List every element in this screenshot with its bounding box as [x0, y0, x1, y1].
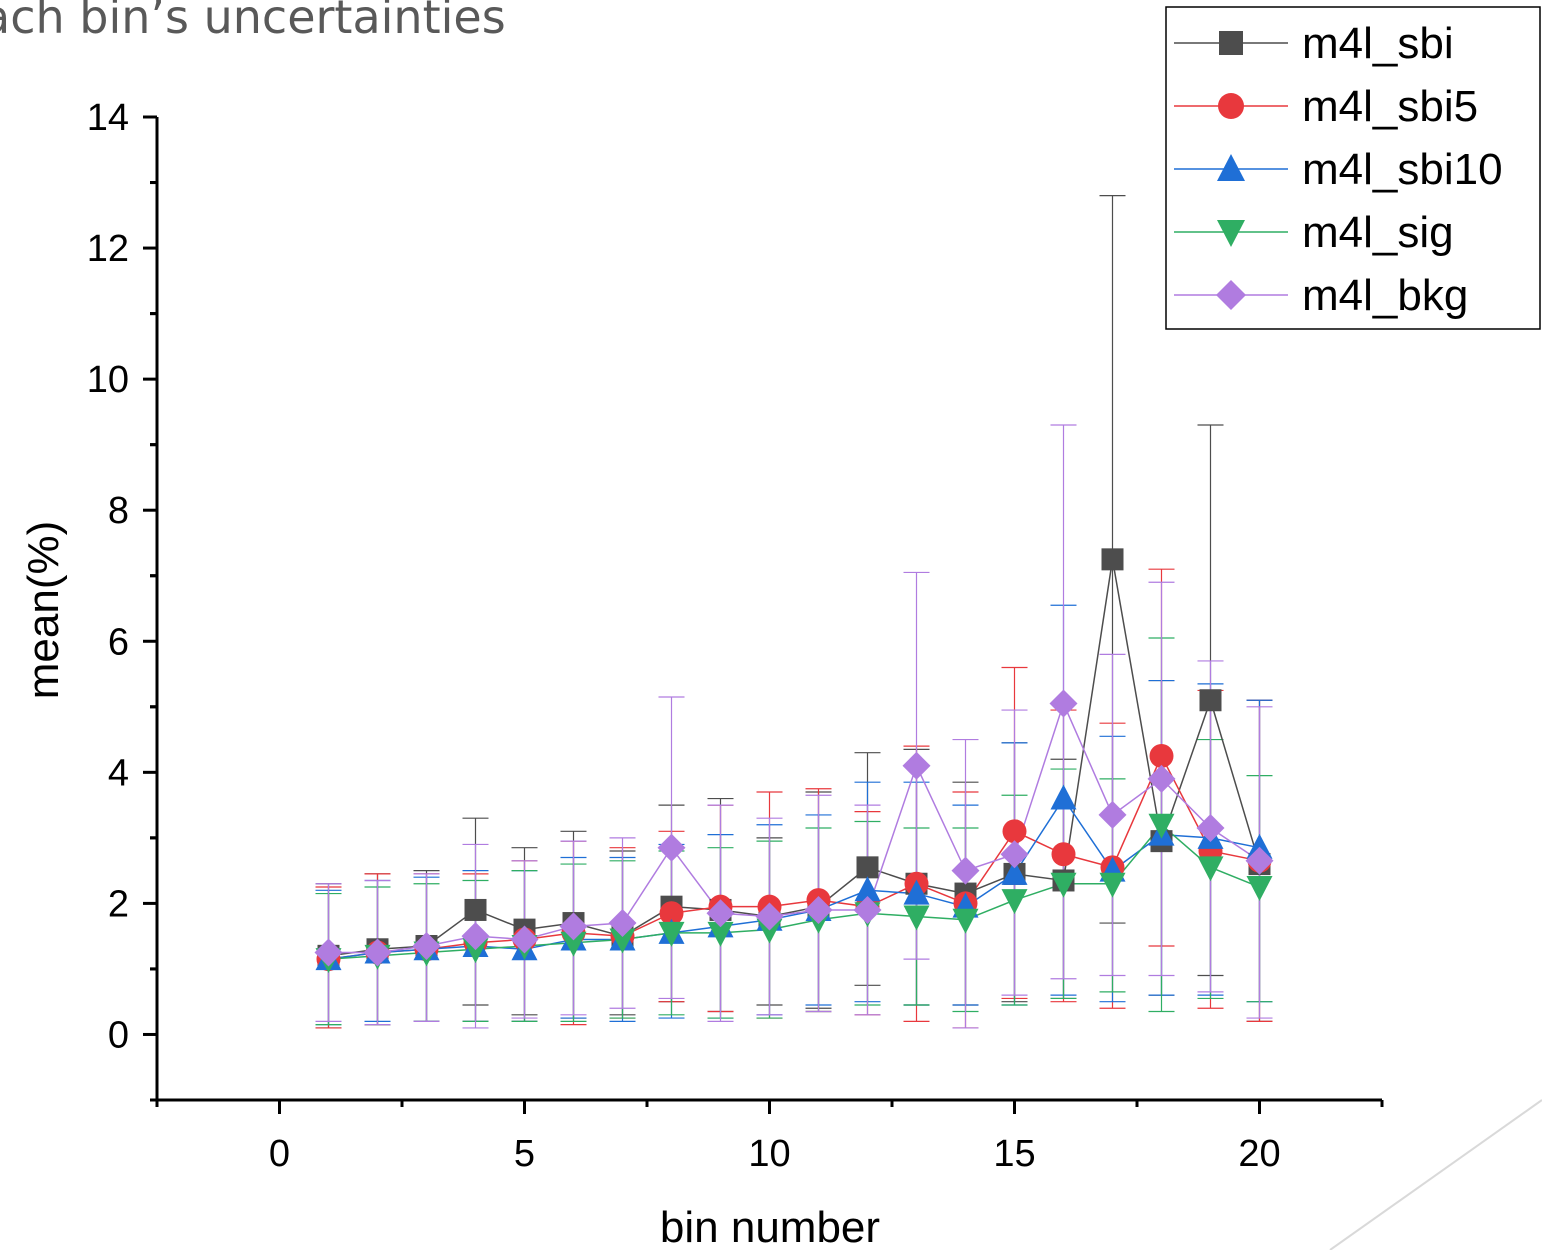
- point-m4l_sbi: [1199, 689, 1222, 712]
- legend-label-m4l_sbi10: m4l_sbi10: [1302, 145, 1503, 194]
- point-m4l_bkg: [1245, 846, 1274, 875]
- point-m4l_sig: [952, 908, 979, 934]
- point-m4l_sbi10: [1246, 833, 1273, 859]
- slide-title: ach bin’s uncertainties: [0, 0, 506, 44]
- point-m4l_sbi5: [1051, 842, 1076, 867]
- point-m4l_bkg: [1196, 814, 1225, 843]
- point-m4l_sig: [903, 905, 930, 931]
- point-m4l_sbi: [1101, 548, 1124, 571]
- point-m4l_bkg: [1147, 764, 1176, 793]
- axes: 0 2 4 6 8 10 12 14 0 5 10 15 20: [87, 97, 1384, 1175]
- x-tick-label: 15: [993, 1133, 1035, 1175]
- point-m4l_bkg: [314, 938, 343, 967]
- y-tick-label: 4: [108, 752, 129, 794]
- point-m4l_bkg: [461, 922, 490, 951]
- point-m4l_sig: [560, 931, 587, 957]
- point-m4l_sig: [658, 921, 685, 947]
- point-m4l_bkg: [706, 899, 735, 928]
- y-tick-label: 10: [87, 359, 129, 401]
- x-axis-title: bin number: [660, 1203, 880, 1250]
- x-tick-label: 5: [514, 1133, 535, 1175]
- point-m4l_sig: [1001, 889, 1028, 915]
- y-tick-label: 2: [108, 883, 129, 925]
- point-m4l_bkg: [755, 902, 784, 931]
- legend-marker-m4l_sbi5: [1218, 93, 1244, 119]
- point-m4l_bkg: [657, 833, 686, 862]
- point-m4l_sbi10: [854, 876, 881, 902]
- series-line-m4l_sbi5: [328, 754, 1260, 960]
- point-m4l_sig: [609, 928, 636, 954]
- point-m4l_bkg: [951, 856, 980, 885]
- point-m4l_bkg: [559, 912, 588, 941]
- legend-marker-m4l_bkg: [1216, 280, 1246, 310]
- point-m4l_sbi5: [1002, 819, 1027, 844]
- legend: m4l_sbi m4l_sbi5 m4l_sbi10 m4l_sig m4l_bkg: [1165, 6, 1541, 330]
- point-m4l_bkg: [608, 909, 637, 938]
- y-tick-label: 12: [87, 228, 129, 270]
- point-m4l_sbi5: [1149, 743, 1174, 768]
- point-m4l_bkg: [853, 895, 882, 924]
- point-m4l_bkg: [412, 931, 441, 960]
- point-m4l_bkg: [804, 895, 833, 924]
- point-m4l_sbi: [856, 856, 879, 879]
- legend-label-m4l_sbi: m4l_sbi: [1302, 19, 1454, 68]
- point-m4l_bkg: [510, 925, 539, 954]
- point-m4l_sbi: [464, 898, 487, 921]
- point-m4l_sig: [1050, 872, 1077, 898]
- point-m4l_bkg: [363, 938, 392, 967]
- y-tick-label: 0: [108, 1014, 129, 1056]
- point-m4l_sig: [756, 918, 783, 944]
- legend-label-m4l_bkg: m4l_bkg: [1302, 271, 1468, 320]
- x-tick-label: 10: [748, 1133, 790, 1175]
- point-m4l_sig: [707, 921, 734, 947]
- y-axis-title: mean(%): [19, 521, 68, 700]
- point-m4l_bkg: [902, 751, 931, 780]
- series-line-m4l_sbi: [328, 559, 1261, 957]
- y-tick-label: 8: [108, 490, 129, 532]
- x-tick-label: 0: [269, 1133, 290, 1175]
- point-m4l_sig: [1197, 856, 1224, 882]
- legend-marker-m4l_sig: [1217, 220, 1245, 247]
- point-m4l_sig: [1099, 872, 1126, 898]
- y-tick-label: 6: [108, 621, 129, 663]
- data-markers: [314, 548, 1274, 974]
- slide-decoration-line: [1329, 1099, 1542, 1250]
- point-m4l_sbi10: [1001, 859, 1028, 885]
- legend-marker-m4l_sbi10: [1217, 154, 1245, 181]
- point-m4l_bkg: [1049, 689, 1078, 718]
- legend-marker-m4l_sbi: [1219, 31, 1243, 55]
- legend-label-m4l_sbi5: m4l_sbi5: [1302, 82, 1478, 131]
- point-m4l_sbi10: [903, 879, 930, 905]
- point-m4l_sig: [1246, 876, 1273, 902]
- point-m4l_bkg: [1000, 840, 1029, 869]
- legend-label-m4l_sig: m4l_sig: [1302, 208, 1454, 257]
- point-m4l_sig: [462, 938, 489, 964]
- point-m4l_sig: [1148, 813, 1175, 839]
- point-m4l_sbi5: [659, 901, 684, 926]
- point-m4l_bkg: [1098, 800, 1127, 829]
- x-tick-label: 20: [1238, 1133, 1280, 1175]
- point-m4l_sbi10: [1050, 784, 1077, 810]
- y-tick-label: 14: [87, 97, 129, 139]
